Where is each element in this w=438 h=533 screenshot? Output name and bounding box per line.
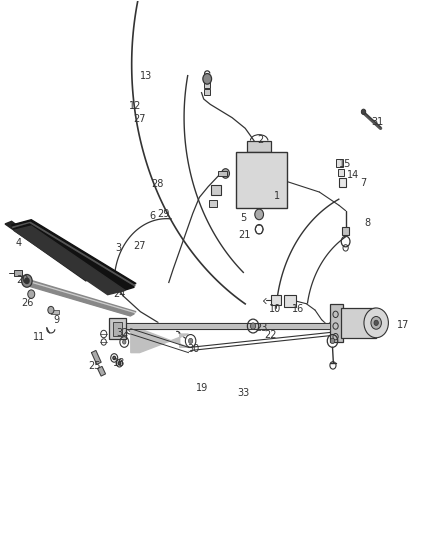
Bar [341, 308, 376, 338]
Bar [204, 90, 210, 95]
Text: 20: 20 [16, 276, 29, 285]
Text: 29: 29 [157, 209, 170, 220]
Polygon shape [21, 280, 136, 314]
Polygon shape [237, 152, 287, 208]
Text: 22: 22 [264, 329, 277, 340]
Circle shape [330, 338, 335, 344]
Bar [330, 304, 343, 342]
Bar [284, 295, 296, 307]
Circle shape [371, 317, 381, 329]
Bar [336, 159, 343, 166]
Text: 32: 32 [117, 328, 129, 338]
Bar [338, 169, 344, 176]
Polygon shape [12, 222, 135, 291]
Text: 15: 15 [339, 159, 352, 169]
Text: 25: 25 [88, 361, 101, 372]
Text: 6: 6 [149, 211, 155, 221]
Polygon shape [92, 351, 101, 365]
Circle shape [113, 357, 116, 360]
Text: 21: 21 [238, 230, 251, 240]
Circle shape [374, 320, 378, 326]
Text: 13: 13 [140, 71, 152, 81]
Circle shape [25, 278, 29, 284]
Bar [339, 178, 346, 187]
Polygon shape [131, 329, 188, 353]
Polygon shape [13, 224, 134, 292]
Bar [218, 171, 227, 176]
Circle shape [255, 209, 264, 220]
Text: 16: 16 [292, 304, 304, 314]
Text: 19: 19 [196, 383, 208, 393]
Circle shape [120, 323, 124, 327]
Bar [109, 318, 126, 340]
Text: 4: 4 [16, 238, 22, 247]
Polygon shape [23, 282, 134, 316]
Text: 31: 31 [371, 117, 383, 127]
Bar [271, 295, 282, 305]
Text: 2: 2 [258, 135, 264, 145]
Text: 1: 1 [274, 191, 280, 201]
Bar [211, 185, 221, 195]
Text: 9: 9 [53, 314, 60, 325]
Bar [342, 227, 349, 235]
Circle shape [264, 174, 271, 183]
Bar [14, 270, 21, 276]
Text: 17: 17 [397, 320, 410, 330]
Text: 12: 12 [129, 101, 141, 111]
Circle shape [48, 306, 54, 314]
Text: 30: 30 [187, 344, 200, 354]
Polygon shape [98, 367, 106, 376]
Text: 27: 27 [133, 114, 146, 124]
Circle shape [123, 340, 126, 344]
Circle shape [118, 362, 121, 365]
Circle shape [222, 168, 230, 178]
Circle shape [251, 323, 256, 329]
Text: 5: 5 [240, 213, 246, 223]
Bar [247, 141, 272, 152]
Text: 28: 28 [151, 179, 163, 189]
Polygon shape [22, 281, 135, 316]
Text: 8: 8 [364, 218, 371, 228]
Polygon shape [122, 323, 330, 329]
Text: 24: 24 [113, 289, 126, 299]
Bar [51, 310, 59, 314]
Text: 14: 14 [347, 170, 360, 180]
Text: 26: 26 [21, 297, 34, 308]
Text: 18: 18 [113, 358, 125, 368]
Text: 3: 3 [116, 243, 122, 253]
Text: 11: 11 [33, 332, 45, 342]
Circle shape [364, 308, 389, 338]
Circle shape [188, 338, 193, 344]
Circle shape [361, 109, 366, 115]
Circle shape [21, 274, 32, 287]
Circle shape [203, 74, 212, 84]
Circle shape [28, 290, 35, 298]
Bar [204, 82, 210, 88]
Text: 23: 23 [256, 322, 268, 333]
Circle shape [128, 327, 132, 332]
Text: 27: 27 [133, 241, 146, 251]
Bar [113, 322, 122, 336]
Polygon shape [14, 226, 125, 295]
Text: 7: 7 [360, 177, 366, 188]
Text: 10: 10 [269, 304, 281, 314]
Polygon shape [12, 220, 136, 289]
Text: 33: 33 [237, 388, 249, 398]
Polygon shape [5, 221, 90, 281]
Bar [209, 199, 217, 207]
